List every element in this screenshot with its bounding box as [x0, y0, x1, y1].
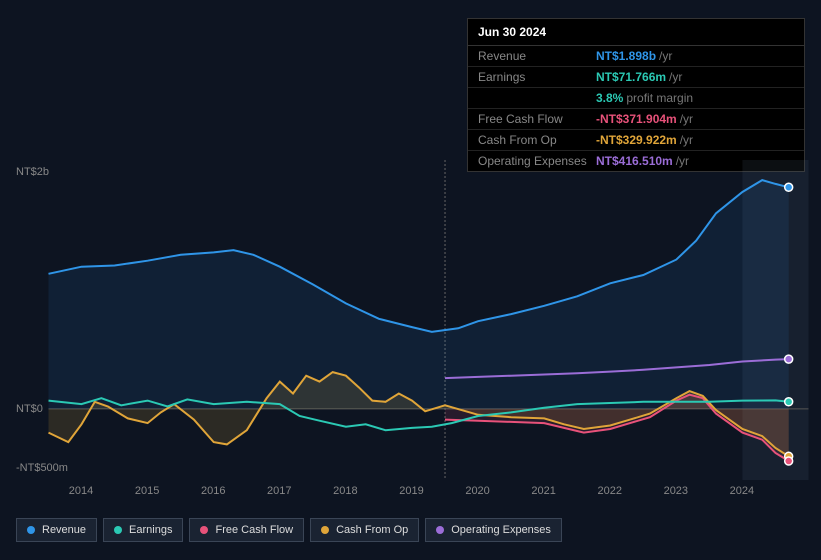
y-tick-label: NT$2b: [16, 166, 49, 178]
x-tick-label: 2014: [69, 485, 93, 497]
tooltip-label: Cash From Op: [478, 133, 596, 147]
x-tick-label: 2020: [465, 485, 489, 497]
legend: Revenue Earnings Free Cash Flow Cash From O…: [16, 518, 562, 542]
x-tick-label: 2023: [664, 485, 688, 497]
tooltip-label: Revenue: [478, 49, 596, 63]
x-tick-label: 2018: [333, 485, 357, 497]
legend-item-free-cash-flow[interactable]: Free Cash Flow: [189, 518, 304, 542]
y-tick-label: -NT$500m: [16, 462, 68, 474]
tooltip-label: Earnings: [478, 70, 596, 84]
x-tick-label: 2021: [531, 485, 555, 497]
legend-swatch: [436, 526, 444, 534]
x-tick-label: 2024: [730, 485, 754, 497]
tooltip-value: -NT$371.904m/yr: [596, 112, 794, 126]
legend-swatch: [114, 526, 122, 534]
tooltip-row: Cash From Op-NT$329.922m/yr: [468, 130, 804, 151]
tooltip-date: Jun 30 2024: [468, 19, 804, 46]
x-axis: 2014 2015 2016 2017 2018 2019 2020 2021 2022 2023…: [16, 485, 809, 505]
tooltip-row: RevenueNT$1.898b/yr: [468, 46, 804, 67]
tooltip-value: NT$1.898b/yr: [596, 49, 794, 63]
x-tick-label: 2022: [597, 485, 621, 497]
legend-label: Operating Expenses: [451, 524, 551, 536]
tooltip-panel: Jun 30 2024 RevenueNT$1.898b/yrEarningsN…: [467, 18, 805, 172]
x-tick-label: 2019: [399, 485, 423, 497]
x-tick-label: 2015: [135, 485, 159, 497]
legend-swatch: [27, 526, 35, 534]
legend-item-operating-expenses[interactable]: Operating Expenses: [425, 518, 562, 542]
tooltip-value: 3.8%profit margin: [596, 91, 794, 105]
legend-label: Free Cash Flow: [215, 524, 293, 536]
tooltip-value: NT$71.766m/yr: [596, 70, 794, 84]
legend-swatch: [200, 526, 208, 534]
y-tick-label: NT$0: [16, 403, 43, 415]
legend-label: Earnings: [129, 524, 172, 536]
tooltip-value: -NT$329.922m/yr: [596, 133, 794, 147]
legend-item-cash-from-op[interactable]: Cash From Op: [310, 518, 419, 542]
tooltip-row: 3.8%profit margin: [468, 88, 804, 109]
x-tick-label: 2016: [201, 485, 225, 497]
tooltip-label: [478, 91, 596, 105]
tooltip-row: EarningsNT$71.766m/yr: [468, 67, 804, 88]
x-tick-label: 2017: [267, 485, 291, 497]
tooltip-row: Free Cash Flow-NT$371.904m/yr: [468, 109, 804, 130]
legend-item-earnings[interactable]: Earnings: [103, 518, 183, 542]
legend-label: Cash From Op: [336, 524, 408, 536]
plot-svg: [16, 160, 809, 480]
legend-item-revenue[interactable]: Revenue: [16, 518, 97, 542]
legend-label: Revenue: [42, 524, 86, 536]
tooltip-label: Free Cash Flow: [478, 112, 596, 126]
chart-area: NT$2b NT$0 -NT$500m: [16, 160, 809, 480]
legend-swatch: [321, 526, 329, 534]
